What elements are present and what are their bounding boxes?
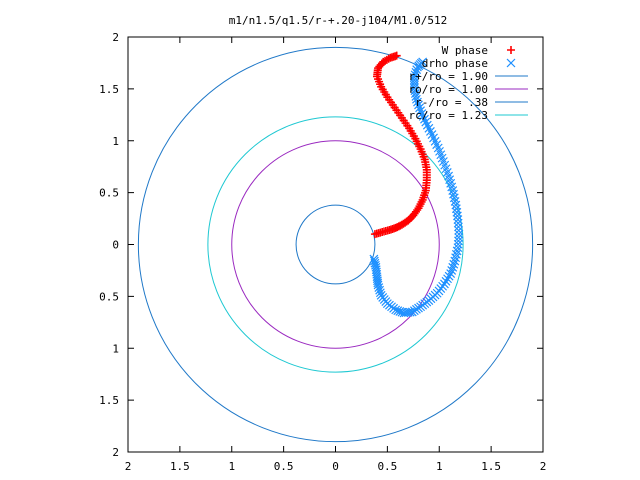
data-point-fill: [451, 204, 461, 214]
x-tick-label: 1.5: [481, 460, 501, 473]
x-tick-label: 1: [228, 460, 235, 473]
legend-marker: [507, 46, 515, 54]
data-point: [446, 269, 456, 278]
y-tick-label: 0: [112, 239, 119, 252]
legend-label: r-/ro = .38: [415, 96, 488, 109]
legend-label: ro/ro = 1.00: [409, 83, 488, 96]
y-tick-label: 2: [112, 31, 119, 44]
data-point-fill: [413, 97, 422, 107]
radius-circle: [295, 204, 376, 285]
data-point-fill: [443, 274, 452, 284]
radius-circles: [137, 46, 534, 443]
data-point: [409, 73, 419, 82]
data-point: [450, 256, 460, 266]
x-tick-label: 1: [436, 460, 443, 473]
x-tick-label: 2: [540, 460, 547, 473]
data-point-fill: [415, 103, 424, 113]
legend-label: W phase: [442, 44, 488, 57]
data-point-fill: [411, 67, 421, 77]
x-tick-label: 0: [332, 460, 339, 473]
y-tick-label: 1.5: [99, 394, 119, 407]
y-tick-label: 1: [112, 135, 119, 148]
x-tick-labels: 2 1.5 1 0.5 0 0.5 1 1.5 2: [125, 460, 547, 473]
data-point-fill: [454, 233, 464, 242]
data-point-fill: [454, 226, 464, 235]
data-point: [392, 51, 401, 60]
legend-label: rc/ro = 1.23: [409, 109, 488, 122]
data-point: [453, 215, 463, 225]
data-point-fill: [418, 111, 428, 121]
data-point: [373, 280, 383, 290]
radius-circle: [137, 46, 534, 443]
chart-title: m1/n1.5/q1.5/r-+.20-j104/M1.0/512: [229, 14, 448, 27]
data-point-fill: [454, 222, 463, 232]
data-point-fill: [449, 189, 458, 199]
data-point: [418, 57, 428, 67]
data-point-fill: [453, 239, 463, 249]
data-point: [454, 229, 464, 239]
data-point: [453, 243, 463, 253]
data-point-fill: [450, 197, 460, 206]
y-tick-label: 0.5: [99, 187, 119, 200]
data-point-fill: [441, 276, 451, 286]
data-points: [369, 51, 464, 318]
x-tick-label: 0.5: [274, 460, 294, 473]
data-point-fill: [417, 109, 427, 118]
data-point-fill: [414, 100, 423, 110]
y-tick-label: 1.5: [99, 83, 119, 96]
data-point-fill: [453, 218, 463, 228]
y-tick-label: 2: [112, 446, 119, 459]
legend-label: drho phase: [422, 57, 488, 70]
data-point-fill: [449, 193, 459, 203]
data-point-fill: [448, 262, 458, 272]
data-point-fill: [420, 114, 429, 124]
x-tick-label: 0.5: [377, 460, 397, 473]
legend-label: r+/ro = 1.90: [409, 70, 488, 83]
data-point: [421, 117, 431, 127]
radius-circle: [231, 140, 440, 349]
data-point: [416, 106, 425, 116]
data-point-fill: [410, 70, 420, 80]
data-point-fill: [449, 259, 459, 269]
data-point: [440, 279, 449, 289]
data-point-fill: [452, 207, 462, 217]
data-point-fill: [451, 253, 461, 263]
data-point-fill: [375, 288, 385, 298]
axis-ticks: [127, 36, 544, 453]
data-point-fill: [451, 249, 461, 259]
data-point-fill: [454, 236, 463, 246]
y-tick-label: 0.5: [99, 290, 119, 303]
legend-marker: [506, 58, 516, 68]
data-point-fill: [447, 266, 457, 275]
radius-circle: [207, 116, 464, 373]
x-tick-label: 2: [125, 460, 132, 473]
y-tick-labels: 2 1.5 1 0.5 0 0.5 1 1.5 2: [99, 31, 119, 459]
y-tick-label: 1: [112, 342, 119, 355]
data-point-fill: [375, 285, 385, 295]
x-tick-label: 1.5: [170, 460, 190, 473]
data-point-fill: [452, 211, 462, 221]
data-point: [451, 200, 461, 210]
data-point-fill: [444, 271, 454, 281]
data-point-fill: [374, 283, 384, 292]
